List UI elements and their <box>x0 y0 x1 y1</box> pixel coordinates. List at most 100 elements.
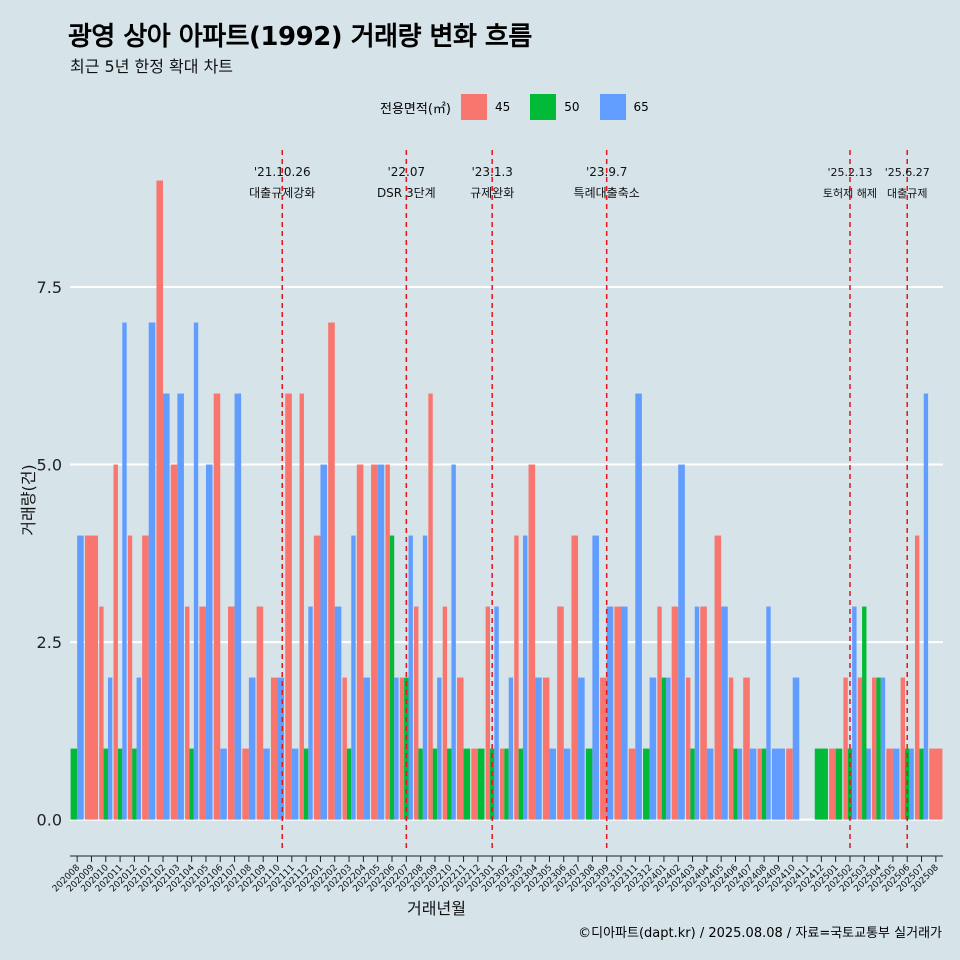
bar-45-202205 <box>371 464 378 820</box>
bar-50-202209 <box>432 748 438 820</box>
bar-65-202306 <box>563 748 571 820</box>
bar-45-202301 <box>485 606 490 820</box>
bar-50-202408 <box>761 748 767 820</box>
bar-65-202505 <box>892 748 900 820</box>
bar-65-202202 <box>334 606 342 820</box>
bar-65-202011 <box>122 322 127 820</box>
bar-45-202306 <box>557 606 564 820</box>
bar-65-202305 <box>549 748 557 820</box>
bar-65-202408 <box>766 606 771 820</box>
bar-65-202404 <box>706 748 714 820</box>
bar-45-202505 <box>886 748 893 820</box>
bar-45-202309 <box>600 677 607 820</box>
bar-50-202312 <box>643 748 650 820</box>
bar-45-202304 <box>528 464 536 820</box>
bar-50-202211 <box>463 748 471 820</box>
bar-45-202406 <box>728 677 734 820</box>
bar-45-202204 <box>356 464 364 820</box>
source-caption: ©디아파트(dapt.kr) / 2025.08.08 / 자료=국토교통부 실… <box>578 926 942 941</box>
bar-45-202102 <box>156 180 164 820</box>
bar-65-202106 <box>220 748 227 820</box>
event-date: '25.6.27 <box>885 166 930 179</box>
bar-50-202008 <box>70 748 78 820</box>
bar-65-202103 <box>177 393 184 820</box>
bar-45-202408 <box>757 748 762 820</box>
bar-50-202012 <box>132 748 137 820</box>
bar-45-202011 <box>113 464 118 820</box>
bar-50-202210 <box>447 748 452 820</box>
bar-65-202205 <box>377 464 385 820</box>
bar-65-202102 <box>163 393 170 820</box>
bar-45-202104 <box>185 606 190 820</box>
bar-45-202303 <box>514 535 519 820</box>
bar-65-202405 <box>721 606 728 820</box>
bar-65-202012 <box>136 677 141 820</box>
legend-item-50: 50 <box>530 94 580 120</box>
legend-label-45: 45 <box>494 100 511 114</box>
bar-65-202108 <box>248 677 256 820</box>
y-tick-label: 0.0 <box>37 811 62 830</box>
bar-45-202402 <box>671 606 679 820</box>
bar-50-202104 <box>189 748 194 820</box>
bar-65-202403 <box>694 606 700 820</box>
bar-65-202310 <box>620 606 628 820</box>
bar-65-202104 <box>193 322 199 820</box>
bar-45-202203 <box>342 677 347 820</box>
event-label: DSR 3단계 <box>377 186 436 200</box>
bar-45-202403 <box>685 677 691 820</box>
bar-45-202401 <box>657 606 662 820</box>
bar-65-202008 <box>77 535 84 820</box>
bar-45-202404 <box>700 606 707 820</box>
bar-45-202012 <box>127 535 133 820</box>
bar-65-202311 <box>635 393 642 820</box>
bar-45-202507 <box>914 535 920 820</box>
bar-65-202303 <box>523 535 528 820</box>
event-date: '23.9.7 <box>586 165 627 179</box>
bar-45-202307 <box>571 535 579 820</box>
bar-65-202207 <box>408 535 413 820</box>
bar-65-202409 <box>771 748 786 820</box>
legend-item-65: 65 <box>599 94 649 120</box>
bar-65-202210 <box>451 464 456 820</box>
bar-65-202208 <box>422 535 428 820</box>
bar-65-202201 <box>320 464 328 820</box>
bar-45-202405 <box>714 535 722 820</box>
y-tick-label: 2.5 <box>37 633 62 652</box>
event-date: '25.2.13 <box>827 166 872 179</box>
bar-45-202305 <box>542 677 550 820</box>
event-date: '22.07 <box>387 165 425 179</box>
event-date: '21.10.26 <box>254 165 311 179</box>
bar-50-202212 <box>477 748 485 820</box>
bar-65-202503 <box>866 748 871 820</box>
bar-45-202501 <box>829 748 836 820</box>
chart-subtitle: 최근 5년 한정 확대 차트 <box>70 57 234 76</box>
event-label: 대출규제강화 <box>249 186 315 200</box>
bar-45-202111 <box>285 393 292 820</box>
y-tick-label: 5.0 <box>37 456 62 475</box>
bar-45-202009 <box>84 535 99 820</box>
bar-65-202206 <box>394 677 399 820</box>
bar-50-202203 <box>346 748 352 820</box>
bar-65-202101 <box>148 322 156 820</box>
legend-swatch-65 <box>599 94 626 120</box>
bar-45-202410 <box>786 748 793 820</box>
bar-45-202206 <box>385 464 390 820</box>
bar-45-202208 <box>414 606 419 820</box>
bar-65-202204 <box>363 677 370 820</box>
bar-45-202502 <box>843 677 848 820</box>
event-label: 토허제 해제 <box>823 186 877 200</box>
legend-item-45: 45 <box>460 94 511 120</box>
bar-65-202502 <box>852 606 857 820</box>
bar-50-202011 <box>117 748 123 820</box>
bar-45-202210 <box>442 606 448 820</box>
bar-45-202407 <box>743 677 750 820</box>
bar-45-202207 <box>399 677 405 820</box>
bar-65-202307 <box>578 677 585 820</box>
bar-45-202508 <box>929 748 943 820</box>
bar-65-202410 <box>792 677 800 820</box>
bar-50-202507 <box>919 748 924 820</box>
event-label: 특례대출축소 <box>574 186 640 200</box>
bar-50-202206 <box>389 535 395 820</box>
bar-65-202302 <box>508 677 514 820</box>
